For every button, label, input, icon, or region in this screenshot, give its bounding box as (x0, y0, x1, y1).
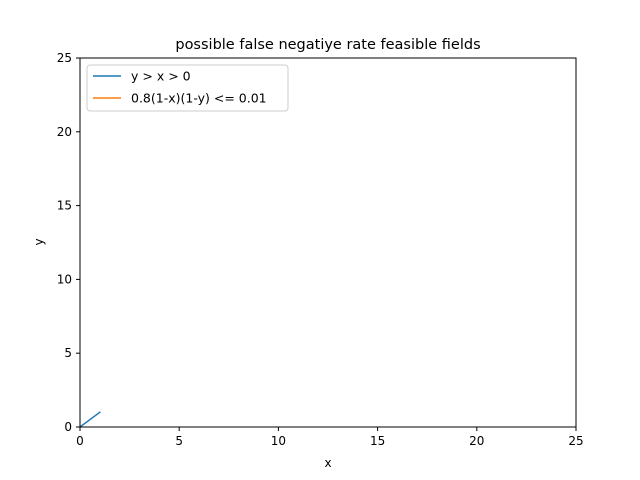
y-tick-label: 10 (57, 272, 72, 286)
x-axis-label: x (324, 456, 331, 470)
legend-label-1: 0.8(1-x)(1-y) <= 0.01 (131, 91, 267, 106)
axes-frame (79, 57, 577, 428)
y-tick-label: 20 (57, 125, 72, 139)
x-tick-label: 15 (370, 434, 385, 448)
y-axis-label: y (32, 238, 46, 245)
ticks: 0 5 10 15 20 25 0 5 10 15 20 25 (57, 51, 584, 448)
x-tick-label: 0 (76, 434, 84, 448)
legend: y > x > 0 0.8(1-x)(1-y) <= 0.01 (86, 64, 289, 112)
y-tick-label: 15 (57, 199, 72, 213)
plot-area (78, 411, 101, 429)
legend-label-0: y > x > 0 (131, 69, 191, 84)
x-tick-label: 5 (175, 434, 183, 448)
x-tick-label: 10 (271, 434, 286, 448)
x-tick-label: 25 (568, 434, 583, 448)
y-tick-label: 25 (57, 51, 72, 65)
x-tick-label: 20 (469, 434, 484, 448)
y-tick-label: 5 (64, 346, 72, 360)
legend-box (86, 64, 289, 112)
y-tick-label: 0 (64, 420, 72, 434)
series-line-0 (78, 411, 101, 429)
chart-title: possible false negatiye rate feasible fi… (175, 37, 480, 53)
